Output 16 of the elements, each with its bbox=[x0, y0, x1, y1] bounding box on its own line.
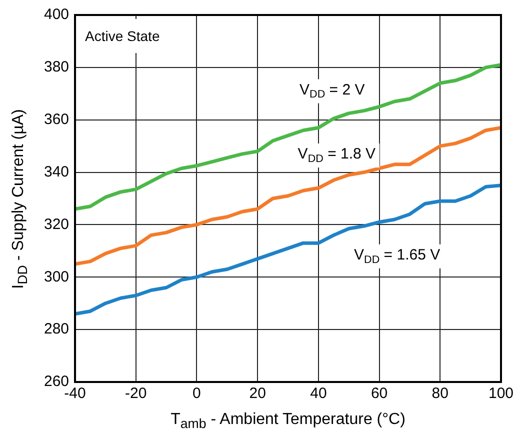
x-axis-title: T$_{amb}$ - Ambient Temperature (°C) bbox=[170, 411, 406, 432]
x-tick-label: -20 bbox=[125, 385, 147, 402]
x-tick-label: 60 bbox=[370, 385, 388, 402]
y-tick-label: 360 bbox=[44, 111, 70, 128]
x-tick-label: 20 bbox=[249, 385, 266, 402]
y-tick-label: 380 bbox=[44, 58, 70, 76]
x-tick-label: 40 bbox=[310, 385, 327, 402]
y-tick-label: 300 bbox=[44, 268, 70, 286]
annotation: Active State bbox=[85, 28, 160, 44]
x-tick-label: 0 bbox=[192, 385, 201, 402]
y-tick-label: 400 bbox=[44, 6, 70, 24]
y-tick-label: 320 bbox=[44, 216, 70, 233]
x-tick-label: 100 bbox=[488, 385, 514, 402]
y-tick-label: 280 bbox=[44, 320, 70, 338]
y-tick-label: 340 bbox=[44, 163, 70, 180]
x-tick-label: 80 bbox=[432, 385, 448, 402]
